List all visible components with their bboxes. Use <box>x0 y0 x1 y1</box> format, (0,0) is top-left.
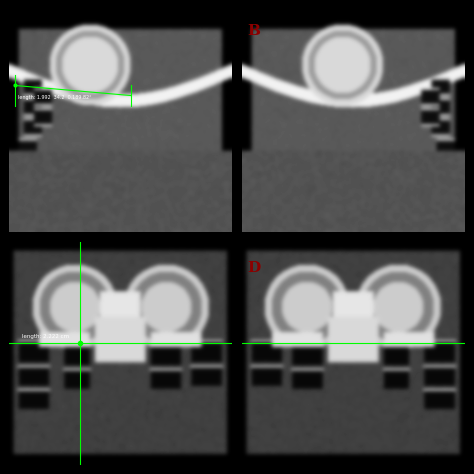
Text: D: D <box>247 261 260 274</box>
Text: length: 2.222 cm: length: 2.222 cm <box>22 334 69 339</box>
Text: length: 1.992  34.2  0.189.82°: length: 1.992 34.2 0.189.82° <box>18 95 91 100</box>
Text: B: B <box>247 24 260 38</box>
